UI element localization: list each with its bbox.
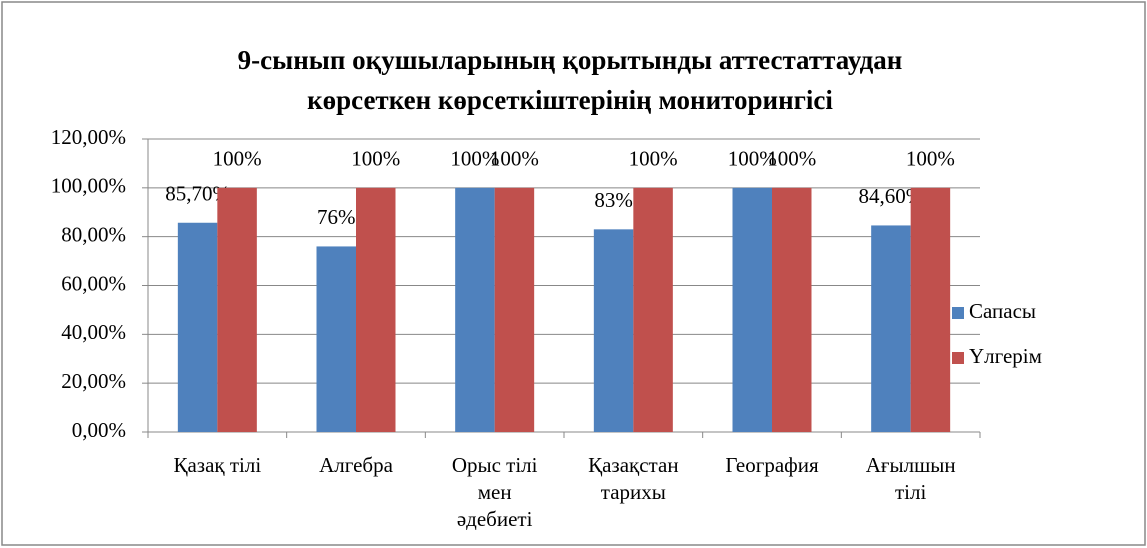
bar: [732, 187, 772, 432]
data-label: 100%: [450, 147, 499, 171]
legend-label: Сапасы: [969, 299, 1036, 323]
data-label: 100%: [728, 147, 777, 171]
bar: [910, 187, 951, 432]
bar: [356, 187, 396, 432]
bar: [177, 222, 218, 432]
data-label: 100%: [629, 147, 678, 171]
x-tick-label: Алгебра: [319, 453, 393, 477]
chart-title: 9-сынып оқушыларының қорытынды аттестатт…: [237, 45, 903, 115]
x-tick-label: Қазақстан тарихы: [588, 453, 679, 504]
data-label: 100%: [213, 147, 262, 171]
data-label: 83%: [594, 188, 633, 212]
legend-swatch: [952, 307, 964, 319]
x-tick-label: География: [725, 453, 819, 477]
y-tick-label: 100,00%: [51, 174, 126, 198]
bar: [871, 225, 911, 432]
y-tick-label: 120,00%: [51, 125, 126, 149]
y-tick-label: 60,00%: [61, 271, 126, 295]
legend-label: Үлгерім: [969, 344, 1042, 368]
y-tick-label: 80,00%: [61, 222, 126, 246]
data-label: 100%: [490, 147, 539, 171]
legend-swatch: [952, 352, 964, 364]
x-tick-label: Ағылшын тілі: [865, 453, 956, 504]
data-label: 100%: [767, 147, 816, 171]
bar: [593, 229, 634, 432]
bar: [316, 246, 356, 432]
data-label: 100%: [351, 147, 400, 171]
bar: [455, 187, 495, 432]
bar: [633, 187, 673, 432]
data-label: 100%: [906, 147, 955, 171]
x-tick-label: Қазақ тілі: [173, 453, 262, 477]
y-tick-label: 0,00%: [72, 418, 126, 442]
x-tick-label: Орыс тілі мен әдебиеті: [451, 453, 538, 531]
bar: [217, 187, 257, 432]
bar: [772, 187, 812, 432]
data-label: 76%: [317, 205, 356, 229]
y-tick-label: 20,00%: [61, 369, 126, 393]
bar: [494, 187, 535, 432]
y-tick-label: 40,00%: [61, 320, 126, 344]
